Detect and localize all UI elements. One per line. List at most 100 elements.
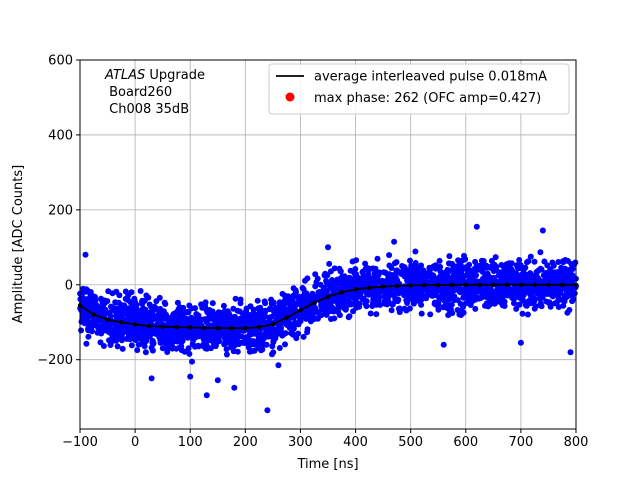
mean-pulse-point [394, 283, 400, 289]
sample-point [349, 258, 356, 265]
sample-point-outlier [275, 362, 282, 369]
sample-point [386, 262, 393, 269]
sample-point [193, 318, 200, 325]
sample-point [138, 316, 145, 323]
sample-point [153, 316, 160, 323]
sample-point [237, 296, 244, 303]
sample-point [154, 329, 160, 336]
sample-point [422, 276, 429, 283]
sample-point [282, 330, 289, 337]
sample-point [560, 268, 567, 275]
legend-box [268, 63, 570, 115]
sample-point [384, 278, 391, 285]
mean-pulse-point [105, 317, 110, 322]
x-tick-label: 700 [508, 435, 533, 450]
sample-point [535, 267, 542, 274]
sample-point [446, 290, 453, 297]
sample-point [474, 265, 481, 272]
sample-point [401, 264, 408, 271]
sample-point [259, 346, 266, 353]
sample-point [118, 309, 125, 315]
sample-point [351, 281, 358, 288]
sample-point [551, 300, 558, 307]
sample-point [269, 351, 275, 358]
sample-point [178, 338, 185, 345]
mean-pulse-point [270, 321, 276, 327]
sample-point [251, 339, 258, 346]
sample-point [125, 333, 132, 340]
sample-point [518, 289, 525, 296]
sample-point [209, 300, 216, 307]
sample-point [544, 278, 551, 285]
sample-point [293, 288, 299, 295]
mean-pulse-series [77, 282, 579, 331]
sample-point [451, 277, 457, 284]
sample-point [175, 319, 182, 326]
sample-point [251, 311, 258, 318]
sample-point [143, 292, 150, 299]
sample-point [274, 315, 281, 322]
sample-point [442, 302, 449, 309]
sample-point [243, 308, 250, 315]
sample-point [568, 275, 575, 282]
mean-pulse-point [353, 287, 358, 292]
sample-point [149, 347, 156, 354]
sample-point [478, 257, 485, 264]
sample-point [374, 255, 381, 262]
sample-point [300, 286, 307, 293]
sample-point [446, 253, 453, 260]
sample-point [142, 312, 149, 318]
mean-pulse-point [201, 325, 207, 331]
sample-point [112, 305, 119, 312]
sample-point [482, 293, 489, 300]
sample-point [131, 310, 138, 317]
sample-point [116, 292, 123, 299]
sample-point [558, 296, 565, 303]
sample-point [79, 297, 86, 304]
sample-point [185, 345, 192, 352]
sample-point [430, 263, 437, 270]
sample-point [373, 311, 380, 318]
sample-point [230, 314, 237, 321]
sample-point [153, 298, 160, 305]
sample-point [92, 320, 99, 327]
x-tick-label: −100 [62, 435, 98, 450]
sample-point [139, 297, 146, 304]
sample-point [514, 265, 521, 271]
sample-point [453, 269, 460, 276]
sample-point [285, 299, 292, 306]
sample-point [254, 297, 261, 304]
sample-point [568, 261, 575, 267]
sample-point [238, 321, 245, 328]
sample-point [92, 293, 98, 300]
sample-point [156, 334, 163, 340]
annotation-line-2: Board260 [105, 85, 172, 100]
sample-point [375, 288, 381, 295]
sample-point [257, 304, 264, 311]
sample-point [171, 338, 178, 345]
sample-point [256, 339, 263, 345]
sample-point [283, 318, 289, 325]
sample-point [416, 279, 423, 286]
annotation-line-3: Ch008 35dB [105, 102, 189, 117]
sample-point [527, 253, 534, 260]
sample-point [519, 310, 526, 317]
sample-point [176, 344, 183, 351]
sample-point [318, 312, 325, 319]
sample-point [162, 301, 169, 307]
sample-point [485, 278, 492, 285]
sample-point [410, 275, 417, 282]
sample-point [107, 342, 114, 348]
sample-point [521, 265, 528, 272]
sample-point [470, 286, 477, 293]
sample-point-outlier [203, 392, 210, 399]
sample-point [139, 306, 146, 313]
sample-point [466, 271, 473, 278]
x-tick-label: 500 [398, 435, 423, 450]
sample-point [458, 308, 464, 315]
sample-point [229, 337, 236, 343]
sample-point [484, 273, 491, 280]
sample-point [88, 324, 95, 331]
sample-point [149, 338, 156, 345]
sample-point [122, 288, 129, 295]
